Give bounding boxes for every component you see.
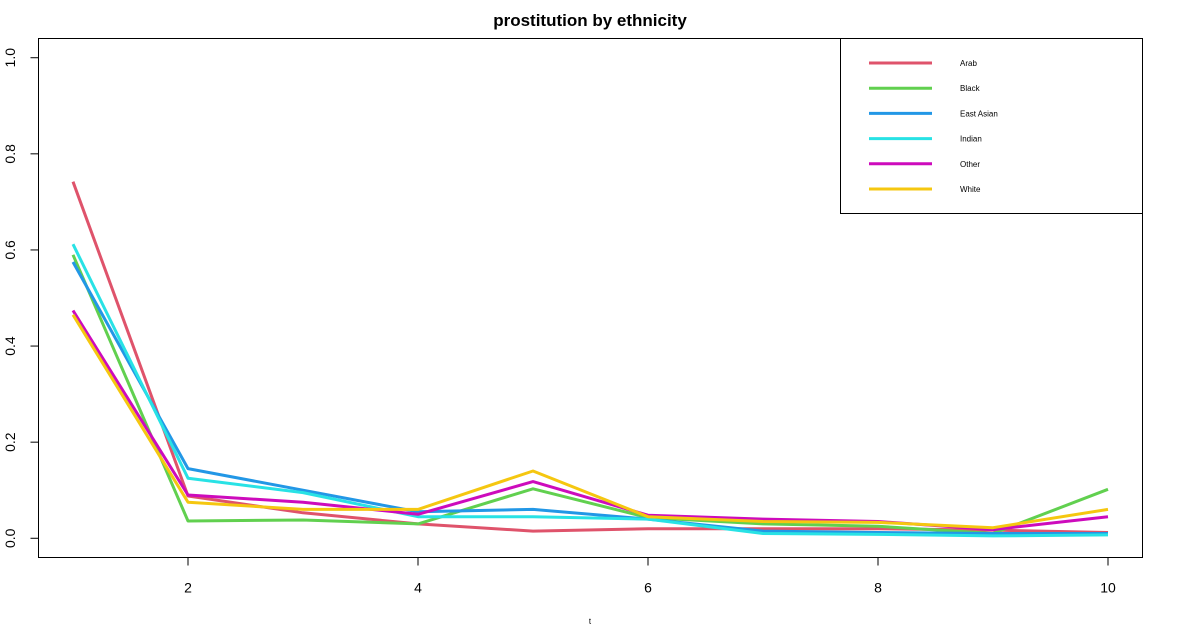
legend-label: East Asian	[960, 109, 998, 118]
x-axis-label: t	[589, 617, 592, 626]
series-line-other	[71, 309, 1109, 532]
y-tick-label: 0.4	[2, 336, 18, 356]
legend-label: Other	[960, 160, 980, 169]
plot-frame	[38, 38, 1143, 558]
series-line-indian	[71, 243, 1109, 538]
legend-box	[840, 38, 1143, 214]
y-tick-label: 0.0	[2, 528, 18, 548]
series-line-arab	[71, 181, 1109, 534]
x-tick-label: 8	[874, 580, 882, 596]
y-tick-label: 0.8	[2, 144, 18, 164]
x-tick-label: 6	[644, 580, 652, 596]
series-line-east-asian	[71, 261, 1108, 535]
y-tick-label: 1.0	[2, 48, 18, 68]
x-tick-label: 4	[414, 580, 422, 596]
x-axis: 2 4 6 8 10	[184, 557, 1116, 596]
series-group	[71, 181, 1109, 538]
legend-label: White	[960, 185, 981, 194]
series-line-white	[71, 314, 1109, 530]
y-tick-label: 0.2	[2, 432, 18, 452]
series-line-black	[71, 254, 1109, 535]
legend-label: Indian	[960, 135, 982, 144]
legend: Arab Black East Asian Indian Other White	[840, 38, 1143, 214]
chart-title: prostitution by ethnicity	[493, 11, 687, 30]
x-tick-label: 2	[184, 580, 192, 596]
y-tick-label: 0.6	[2, 240, 18, 260]
x-tick-label: 10	[1100, 580, 1116, 596]
legend-label: Black	[960, 84, 981, 93]
y-axis: 0.0 0.2 0.4 0.6 0.8 1.0	[2, 48, 39, 548]
legend-label: Arab	[960, 59, 977, 68]
